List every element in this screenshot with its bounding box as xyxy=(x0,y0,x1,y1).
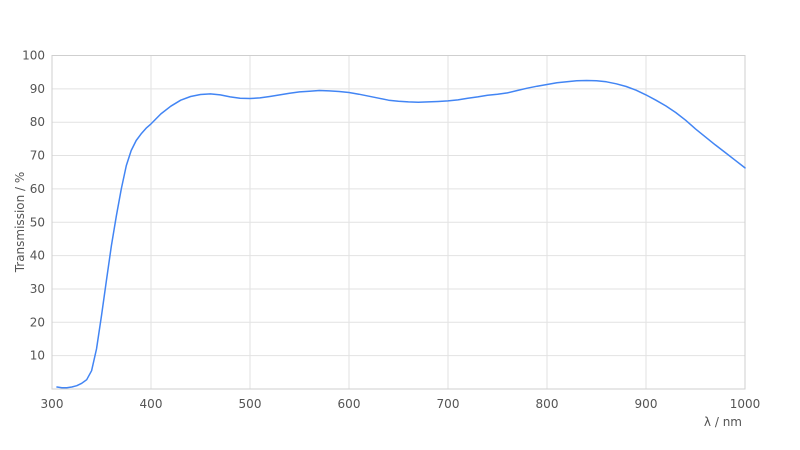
series-layer xyxy=(56,79,746,389)
x-tick-label: 300 xyxy=(41,397,64,411)
grid-layer xyxy=(51,55,746,390)
y-tick-label: 50 xyxy=(30,215,45,229)
y-tick-label: 70 xyxy=(30,149,45,163)
y-tick-label: 10 xyxy=(30,349,45,363)
y-tick-label: 80 xyxy=(30,115,45,129)
x-tick-label: 800 xyxy=(536,397,559,411)
x-tick-label: 500 xyxy=(239,397,262,411)
y-tick-label: 100 xyxy=(22,49,45,63)
y-tick-label: 60 xyxy=(30,182,45,196)
x-tick-label: 700 xyxy=(437,397,460,411)
x-tick-label: 600 xyxy=(338,397,361,411)
x-tick-label: 900 xyxy=(635,397,658,411)
series-line-transmission xyxy=(56,79,746,389)
y-tick-label: 40 xyxy=(30,249,45,263)
tick-label-layer: 10 20 30 40 50 60 70 80 90 100 300 400 500 600 700 800 9… xyxy=(22,49,760,412)
x-axis-title: λ / nm xyxy=(704,415,742,429)
y-tick-label: 90 xyxy=(30,82,45,96)
plot-border xyxy=(51,55,746,390)
y-tick-label: 20 xyxy=(30,315,45,329)
y-tick-label: 30 xyxy=(30,282,45,296)
x-tick-label: 400 xyxy=(140,397,163,411)
x-tick-label: 1000 xyxy=(730,397,761,411)
y-axis-title: Transmission / % xyxy=(13,172,27,274)
